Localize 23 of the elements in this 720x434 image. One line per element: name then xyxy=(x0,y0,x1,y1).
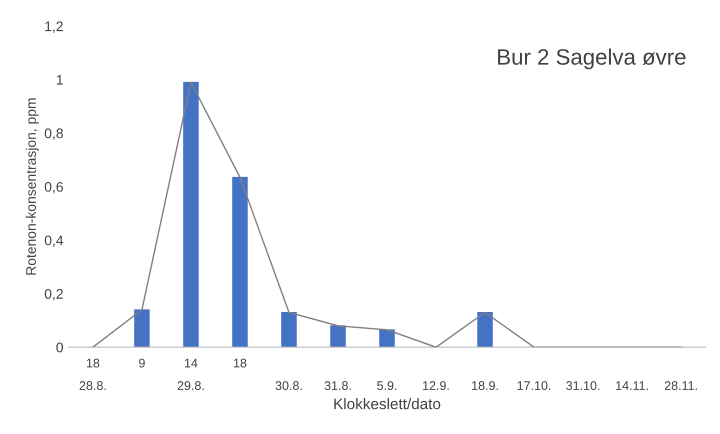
x-tick-label: 14 29.8. xyxy=(178,358,204,390)
y-tick-label: 0,2 xyxy=(44,289,63,300)
y-tick-label: 0 xyxy=(56,342,63,352)
x-tick-label: 28.11. xyxy=(664,381,697,390)
y-tick-label: 1,2 xyxy=(45,21,63,33)
x-tick-label: 18 xyxy=(234,358,246,368)
x-tick-label: 31.10. xyxy=(566,381,600,390)
x-tick-label: 31.8. xyxy=(324,381,351,390)
x-tick-label: 14.11. xyxy=(616,381,648,390)
x-tick-label: 5.9. xyxy=(377,381,396,390)
x-tick-label: 18.9. xyxy=(472,381,498,390)
x-tick-label: 18 28.8. xyxy=(80,358,106,390)
y-tick-label: 0,4 xyxy=(44,235,64,247)
y-tick-label: 1 xyxy=(56,75,63,85)
y-axis-title: Rotenon-konsentrasjon, ppm xyxy=(26,98,39,275)
x-tick-label: 9 xyxy=(139,358,145,368)
x-tick-label: 30.8. xyxy=(276,381,302,390)
x-tick-label: 17.10. xyxy=(518,381,550,390)
text: Bur 2 Sagelva øvre xyxy=(498,48,686,70)
y-tick-label: 0,6 xyxy=(44,182,63,194)
y-tick-label: 0,8 xyxy=(44,128,63,140)
x-tick-label: 12.9. xyxy=(423,381,449,390)
x-axis-title: Klokkeslett/dato xyxy=(334,398,440,410)
